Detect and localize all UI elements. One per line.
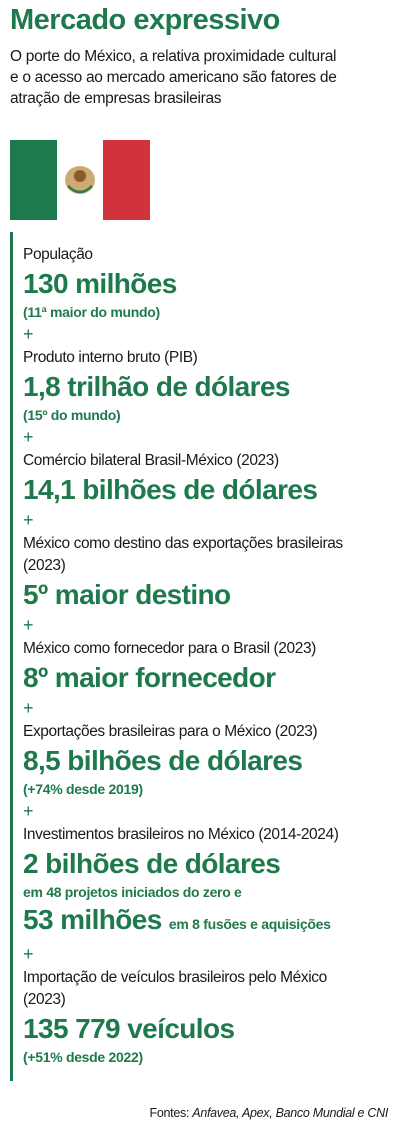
- fact-value: 8º maior fornecedor: [23, 662, 276, 693]
- fact-value: 5º maior destino: [23, 579, 231, 610]
- facts-list: População 130 milhões (11ª maior do mundo)…: [10, 232, 398, 1081]
- fact: Investimentos brasileiros no México (201…: [23, 824, 398, 942]
- separator: +: [23, 510, 34, 530]
- fact: Exportações brasileiras para o México (2…: [23, 721, 398, 799]
- title: Mercado expressivo: [10, 4, 280, 36]
- separator: +: [23, 615, 34, 635]
- fact-label: Importação de veículos brasileiros pelo …: [23, 969, 327, 1008]
- fact-value: 14,1 bilhões de dólares: [23, 474, 318, 505]
- fact-note: (11ª maior do mundo): [23, 304, 160, 320]
- fact: Produto interno bruto (PIB) 1,8 trilhão d…: [23, 347, 398, 425]
- fact: Importação de veículos brasileiros pelo …: [23, 967, 398, 1067]
- subtitle-line: e o acesso ao mercado americano são fato…: [10, 69, 337, 86]
- fact-label: Investimentos brasileiros no México (201…: [23, 826, 339, 843]
- fact-value: 1,8 trilhão de dólares: [23, 371, 291, 402]
- fact-row: 53 milhões em 8 fusões e aquisições: [23, 902, 398, 942]
- fact-value: 8,5 bilhões de dólares: [23, 745, 303, 776]
- fact-note: (+74% desde 2019): [23, 781, 143, 797]
- fact-label: Comércio bilateral Brasil-México (2023): [23, 452, 279, 469]
- fact-label: México como destino das exportações bras…: [23, 535, 343, 574]
- fact-label: México como fornecedor para o Brasil (20…: [23, 640, 316, 657]
- fact-note: em 48 projetos iniciados do zero e: [23, 884, 242, 900]
- fact-note: (+51% desde 2022): [23, 1049, 143, 1065]
- fact-value: 130 milhões: [23, 268, 177, 299]
- fact-value: 53 milhões: [23, 904, 162, 935]
- fact: México como destino das exportações bras…: [23, 533, 398, 613]
- fact-note: (15º do mundo): [23, 407, 121, 423]
- separator: +: [23, 698, 34, 718]
- subtitle: O porte do México, a relativa proximidad…: [10, 46, 337, 109]
- sources: Fontes: Anfavea, Apex, Banco Mundial e C…: [149, 1106, 389, 1120]
- separator: +: [23, 324, 34, 344]
- subtitle-line: O porte do México, a relativa proximidad…: [10, 48, 337, 65]
- fact-label: População: [23, 246, 93, 263]
- fact: México como fornecedor para o Brasil (20…: [23, 638, 398, 696]
- sources-list: Anfavea, Apex, Banco Mundial e CNI: [192, 1106, 388, 1120]
- fact: População 130 milhões (11ª maior do mundo): [23, 244, 398, 322]
- separator: +: [23, 427, 34, 447]
- separator: +: [23, 801, 34, 821]
- sources-prefix: Fontes:: [149, 1106, 190, 1120]
- fact: Comércio bilateral Brasil-México (2023) 1…: [23, 450, 398, 508]
- fact-label: Exportações brasileiras para o México (2…: [23, 723, 318, 740]
- subtitle-line: atração de empresas brasileiras: [10, 90, 222, 107]
- fact-label: Produto interno bruto (PIB): [23, 349, 198, 366]
- fact-note: em 8 fusões e aquisições: [168, 916, 331, 932]
- flag: [10, 140, 150, 220]
- fact-value: 2 bilhões de dólares: [23, 848, 281, 879]
- fact-value: 135 779 veículos: [23, 1013, 235, 1044]
- separator: +: [23, 944, 34, 964]
